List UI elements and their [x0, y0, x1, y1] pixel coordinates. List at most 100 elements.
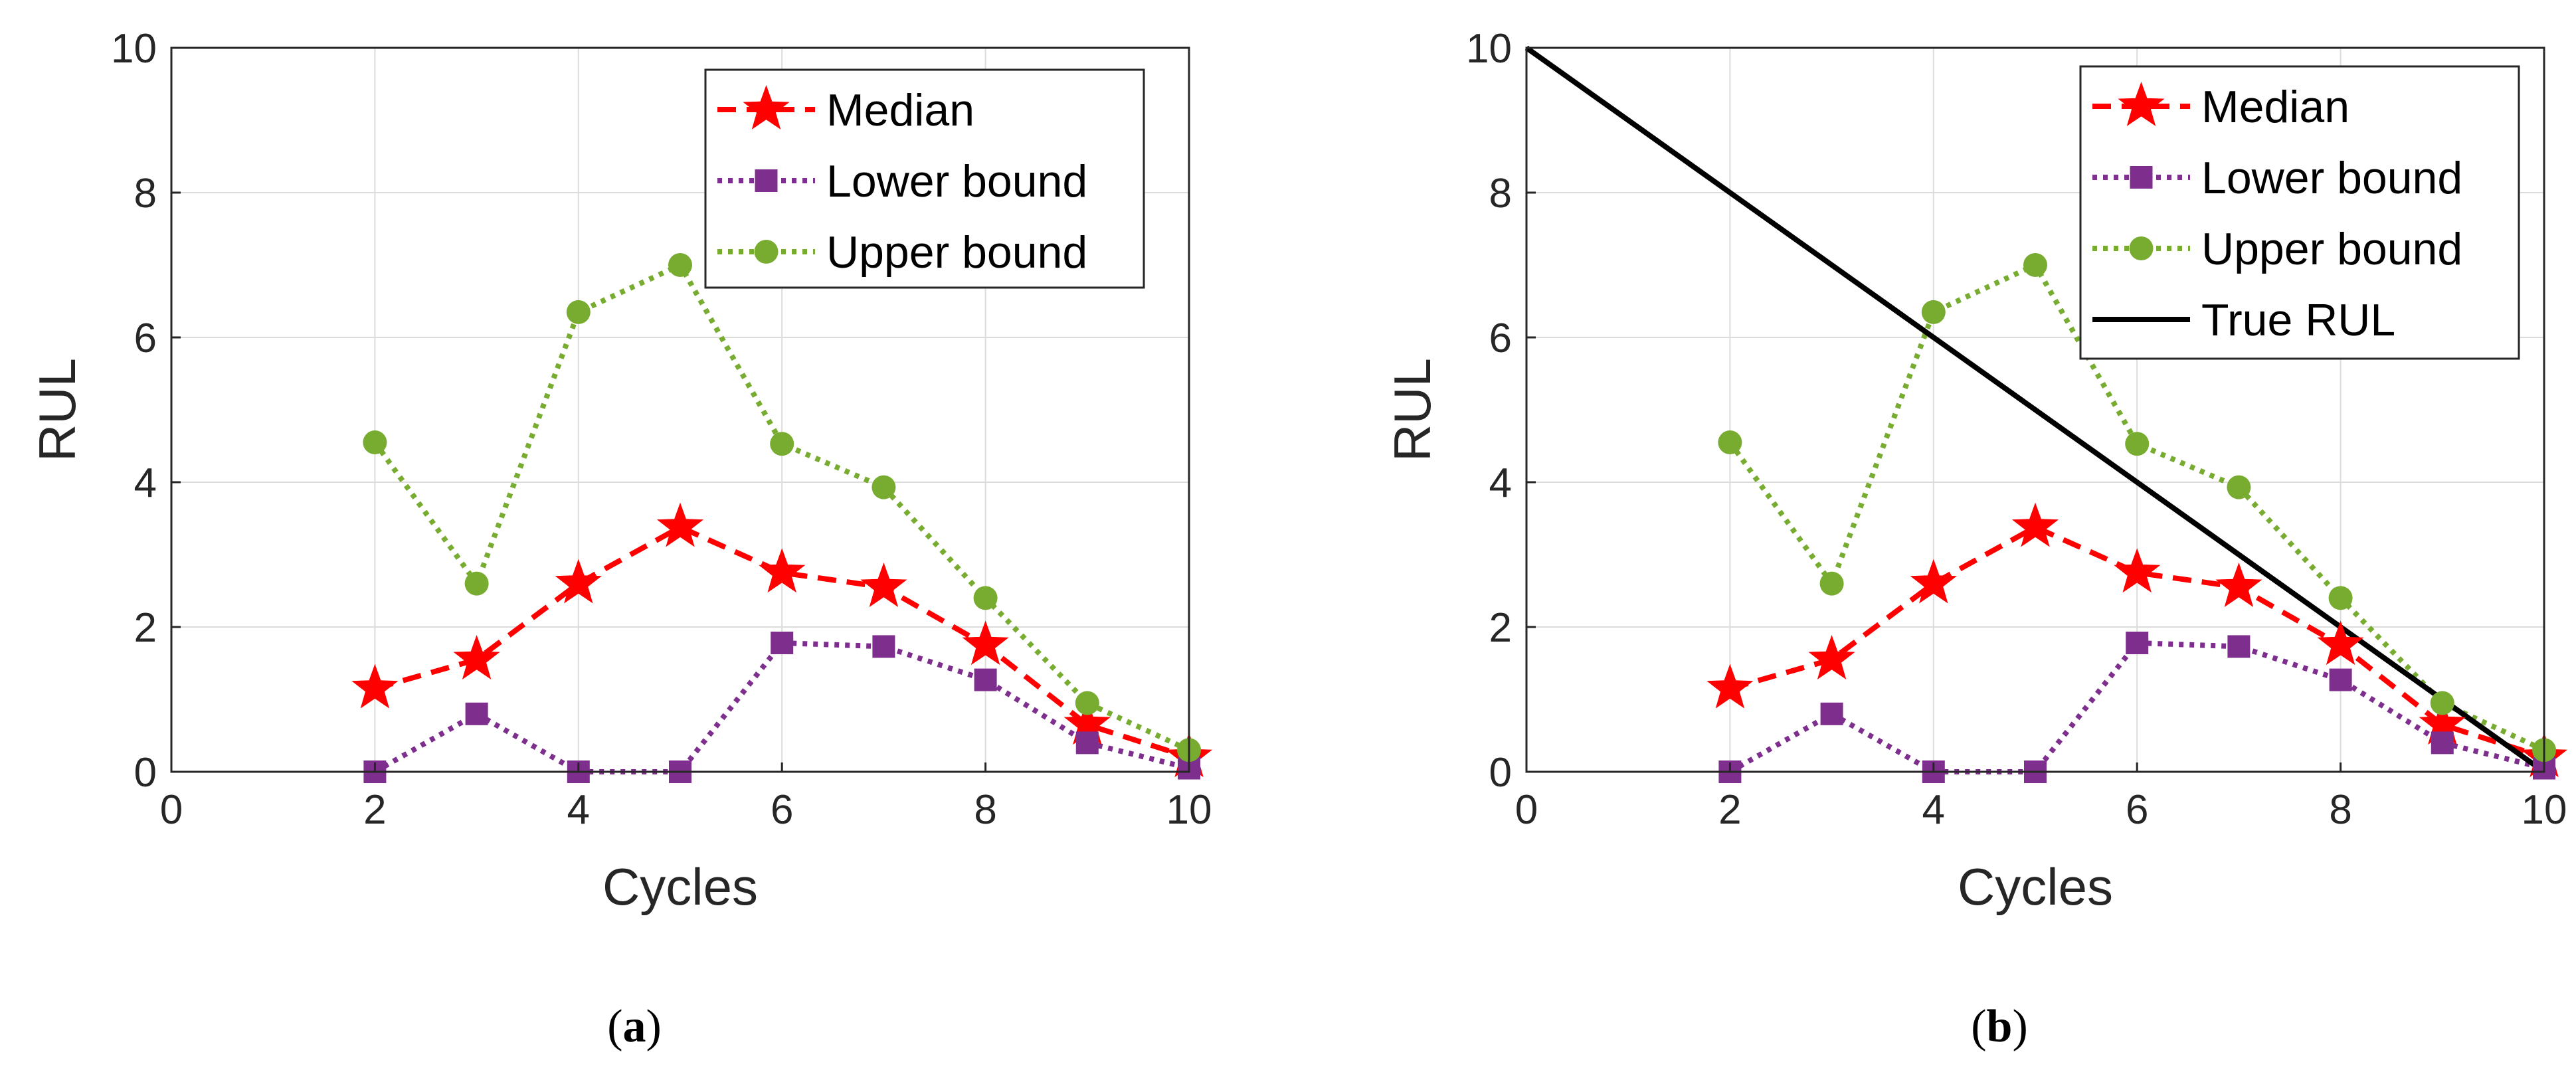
chart-0-xtick-label: 6 — [771, 787, 793, 833]
chart-1-point — [1819, 571, 1844, 596]
chart-1-legend-label: True RUL — [2201, 295, 2395, 345]
chart-0-legend-swatch-marker — [754, 240, 779, 264]
caption-a-open: ( — [607, 1001, 622, 1052]
chart-0-point — [1075, 691, 1099, 715]
chart-1-legend-label: Lower bound — [2201, 153, 2462, 203]
caption-b-letter: b — [1987, 1001, 2013, 1052]
chart-0-point — [668, 253, 692, 277]
chart-0-ytick-label: 4 — [134, 460, 157, 506]
chart-0-legend-swatch-marker — [743, 85, 790, 130]
chart-0-ytick-label: 2 — [134, 605, 157, 651]
caption-b-open: ( — [1971, 1001, 1986, 1052]
chart-1-point — [1910, 559, 1957, 604]
chart-1-point — [2011, 502, 2059, 547]
chart-1-point — [2329, 668, 2352, 691]
chart-0-legend: Median Lower bound Upper bound — [704, 68, 1145, 289]
panel-b: 0 2 4 6 8 10 0 2 4 6 8 10 Cycles RUL Median Lower bound… — [1383, 26, 2568, 916]
chart-1-point — [1706, 664, 1754, 709]
chart-0-point — [555, 559, 602, 604]
chart-0-point — [872, 635, 895, 658]
chart-1-point — [1921, 300, 1946, 324]
chart-1-xtick-label: 8 — [2329, 787, 2351, 833]
chart-1-ytick-label: 4 — [1489, 460, 1512, 506]
caption-b: (b) — [1971, 1001, 2028, 1052]
chart-0-ylabel: RUL — [28, 358, 86, 462]
chart-0-point — [453, 635, 500, 679]
chart-1-legend-swatch-marker — [2129, 236, 2154, 260]
chart-1-point — [1808, 635, 1855, 679]
chart-1-point — [2023, 253, 2047, 277]
caption-a-close: ) — [646, 1001, 662, 1052]
chart-1-series-line — [1729, 524, 2545, 760]
chart-1-point — [2125, 432, 2150, 456]
chart-1-point — [2114, 548, 2161, 593]
chart-0-point — [872, 475, 896, 499]
chart-1-series-line — [1524, 45, 2546, 774]
chart-0-legend-swatch-marker — [755, 169, 778, 192]
chart-1-point — [1820, 702, 1843, 725]
chart-0-xtick-label: 0 — [160, 787, 183, 833]
chart-0-point — [860, 563, 907, 607]
chart-0-legend-label: Lower bound — [826, 156, 1087, 207]
chart-0-series-line — [373, 262, 1190, 753]
caption-a: (a) — [607, 1001, 662, 1052]
chart-1-point — [2126, 631, 2149, 654]
chart-0-point — [962, 620, 1009, 666]
chart-0-xtick-label: 8 — [974, 787, 996, 833]
chart-0-point — [566, 300, 591, 324]
chart-1-legend-box — [2079, 65, 2520, 360]
chart-1-ytick-label: 6 — [1489, 315, 1512, 361]
chart-1-xtick-label: 10 — [2522, 787, 2567, 833]
chart-0-point — [759, 548, 806, 593]
chart-1-point — [2317, 620, 2364, 666]
chart-0-point — [974, 668, 997, 691]
panel-a: 0 2 4 6 8 10 0 2 4 6 8 10 Cycles RUL Median Lower bound… — [28, 26, 1213, 916]
chart-0-point — [351, 664, 399, 709]
caption-a-letter: a — [623, 1001, 646, 1052]
chart-1-xtick-label: 2 — [1718, 787, 1741, 833]
chart-0-point — [1075, 731, 1099, 755]
chart-1-legend-label: Upper bound — [2201, 224, 2462, 274]
chart-1-ytick-label: 10 — [1466, 26, 1512, 72]
chart-1-ytick-label: 0 — [1489, 750, 1512, 796]
chart-1-ylabel: RUL — [1383, 358, 1441, 462]
chart-0-xtick-label: 2 — [363, 787, 386, 833]
chart-1-xlabel: Cycles — [1958, 857, 2113, 916]
chart-1-legend-swatch-marker — [2118, 82, 2165, 126]
chart-0-point — [465, 702, 488, 725]
chart-0-legend-label: Median — [826, 85, 974, 135]
chart-0-ytick-label: 10 — [111, 26, 157, 72]
chart-1-xtick-label: 4 — [1922, 787, 1945, 833]
chart-0-point — [771, 631, 794, 654]
chart-0-point — [656, 502, 704, 547]
chart-1-point — [2215, 563, 2262, 607]
caption-b-close: ) — [2012, 1001, 2027, 1052]
chart-1-point — [1718, 430, 1742, 455]
chart-0-point — [363, 430, 387, 455]
chart-1-point — [2227, 635, 2251, 658]
chart-1-xtick-label: 6 — [2126, 787, 2148, 833]
chart-1-ytick-label: 8 — [1489, 171, 1512, 217]
chart-0-ytick-label: 8 — [134, 171, 157, 217]
chart-1-axes-box — [1525, 46, 2545, 773]
chart-1-legend: Median Lower bound Upper bound True RUL — [2079, 65, 2520, 360]
chart-1-legend-label: Median — [2201, 82, 2349, 132]
chart-0-point — [770, 432, 794, 456]
chart-1-xtick-label: 0 — [1515, 787, 1538, 833]
chart-0-axes-box — [170, 46, 1190, 773]
chart-0-ytick-label: 6 — [134, 315, 157, 361]
chart-1-point — [2328, 586, 2353, 610]
chart-1-legend-swatch-marker — [2130, 166, 2153, 189]
chart-0-legend-label: Upper bound — [826, 227, 1087, 278]
chart-1-point — [2227, 475, 2251, 499]
chart-1-ytick-label: 2 — [1489, 605, 1512, 651]
chart-0-point — [464, 571, 489, 596]
chart-0-xtick-label: 10 — [1166, 787, 1212, 833]
chart-0-xtick-label: 4 — [567, 787, 590, 833]
chart-0-ytick-label: 0 — [134, 750, 157, 796]
chart-0-xlabel: Cycles — [602, 857, 758, 916]
chart-1-point — [2431, 731, 2454, 755]
chart-1-point — [2430, 691, 2454, 715]
chart-1-series-line — [1728, 262, 2545, 753]
